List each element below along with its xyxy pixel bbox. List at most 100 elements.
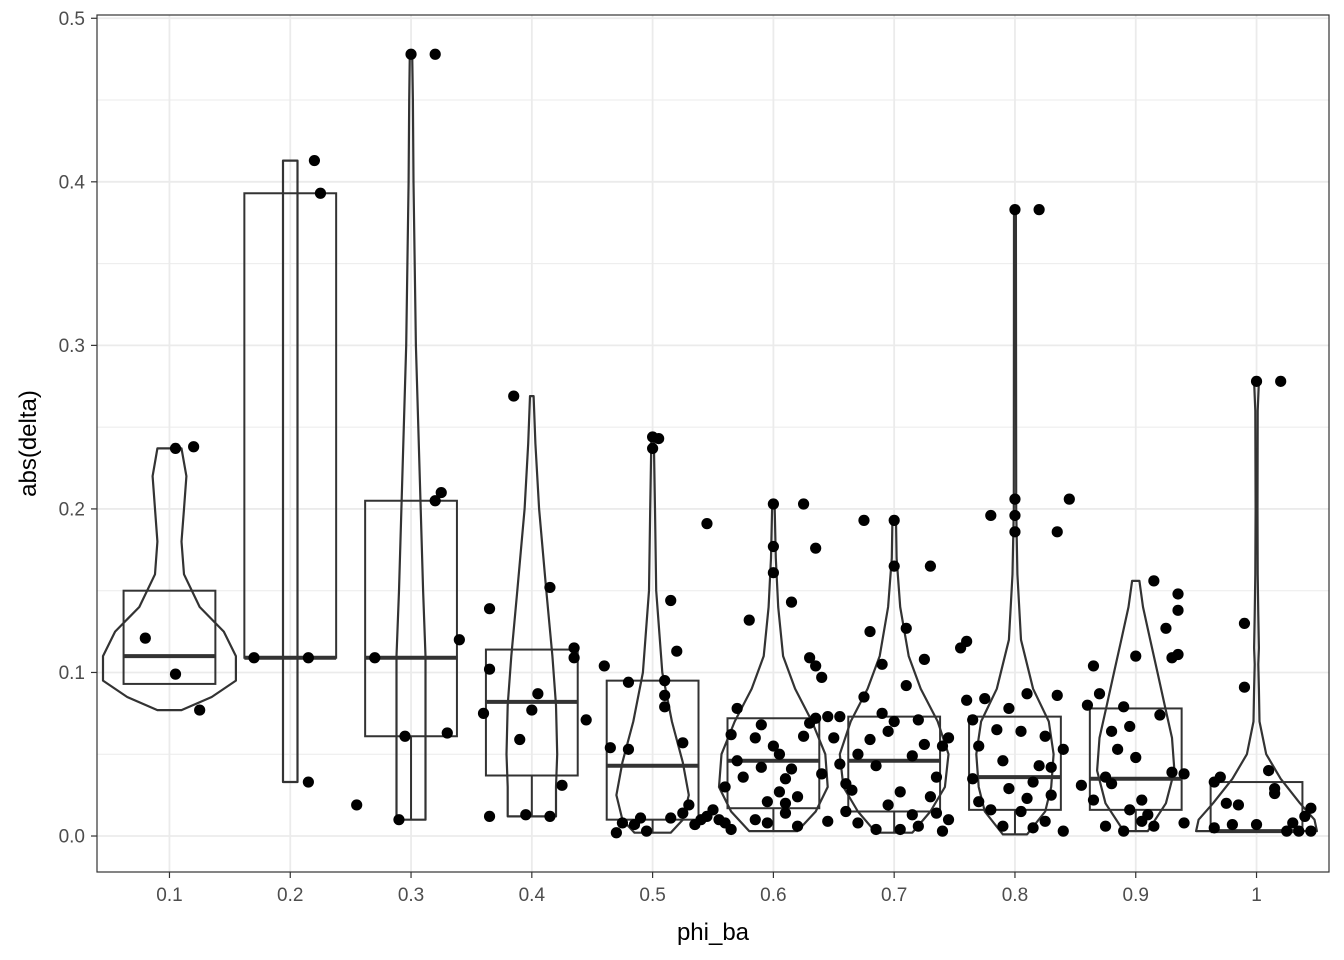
x-tick-label: 0.7 (881, 885, 907, 906)
data-point (1136, 794, 1148, 806)
data-point (1178, 817, 1190, 829)
data-point (779, 807, 792, 819)
data-point (677, 737, 689, 749)
data-point (610, 827, 622, 839)
data-point (930, 807, 943, 819)
data-point (1154, 709, 1166, 721)
data-point (725, 823, 737, 836)
data-point (906, 750, 918, 762)
data-point (1009, 204, 1021, 216)
data-point (900, 622, 912, 634)
data-point (1269, 782, 1281, 795)
data-point (302, 652, 314, 664)
data-point (876, 707, 888, 719)
box-0.1 (122, 589, 217, 685)
data-point (1148, 820, 1160, 832)
data-point (665, 594, 677, 607)
data-point (1021, 688, 1033, 700)
data-point (544, 581, 556, 594)
data-point (405, 48, 417, 60)
data-point (1087, 794, 1100, 806)
axes: 0.0 0.1 0.2 0.3 0.4 0.5 0.1 0.2 0.3 0.4 0.5 0.6 0.7 0… (59, 9, 1262, 906)
data-point (719, 781, 731, 793)
data-point (671, 645, 683, 657)
data-point (755, 761, 767, 773)
data-point (1250, 818, 1263, 831)
data-point (991, 724, 1003, 736)
data-point (985, 804, 997, 816)
data-point (876, 658, 888, 670)
data-point (888, 715, 900, 728)
data-point (731, 755, 743, 767)
box-0.9 (1088, 707, 1183, 811)
data-point (483, 663, 496, 675)
data-point (725, 729, 737, 741)
data-point (1118, 825, 1130, 837)
data-point (188, 441, 200, 453)
boxplots (122, 192, 1304, 835)
box-0.3 (364, 499, 458, 738)
data-point (870, 760, 882, 772)
data-point (1220, 797, 1232, 809)
data-point (302, 776, 314, 788)
data-point (791, 791, 804, 803)
data-point (852, 817, 864, 829)
data-point (828, 732, 840, 744)
data-point (1009, 493, 1021, 505)
data-point (870, 823, 882, 836)
data-point (1160, 622, 1172, 634)
data-point (1051, 526, 1063, 538)
data-point (1148, 575, 1160, 587)
data-point (616, 817, 629, 829)
data-point (924, 560, 937, 572)
data-point (924, 791, 937, 803)
data-point (749, 814, 761, 826)
data-point (912, 820, 924, 832)
data-point (973, 796, 985, 808)
data-point (1075, 779, 1087, 791)
x-tick-label: 0.2 (277, 885, 303, 906)
data-point (1033, 760, 1045, 772)
data-point (520, 809, 532, 821)
x-tick-label: 0.5 (639, 885, 665, 906)
data-point (477, 707, 490, 719)
data-point (1208, 822, 1220, 834)
data-point (1178, 768, 1190, 780)
data-point (399, 730, 411, 742)
data-point (930, 771, 943, 783)
panel-border (96, 14, 1330, 873)
jitter-points (139, 48, 1317, 839)
data-point (961, 694, 973, 706)
data-point (1105, 725, 1118, 737)
y-tick-label: 0.3 (59, 336, 85, 357)
data-point (743, 614, 755, 626)
data-point (761, 817, 773, 829)
data-point (785, 596, 798, 608)
data-point (169, 442, 182, 455)
data-point (1009, 509, 1021, 522)
data-point (640, 825, 653, 837)
data-point (936, 740, 949, 752)
data-point (622, 676, 635, 688)
data-point (435, 486, 447, 499)
data-point (429, 48, 441, 60)
data-point (1045, 761, 1057, 773)
data-point (1015, 805, 1027, 818)
data-point (767, 567, 779, 579)
data-point (894, 823, 906, 836)
data-point (169, 668, 182, 680)
data-point (622, 743, 635, 755)
data-point (1305, 825, 1317, 837)
data-point (1057, 743, 1069, 755)
data-point (882, 725, 894, 737)
data-point (351, 799, 363, 811)
data-point (1238, 617, 1251, 630)
data-point (888, 560, 900, 572)
data-point (369, 652, 381, 664)
data-point (1039, 730, 1051, 742)
data-point (906, 809, 918, 821)
data-point (1130, 650, 1142, 662)
data-point (1124, 804, 1136, 816)
x-tick-label: 0.6 (760, 885, 786, 906)
